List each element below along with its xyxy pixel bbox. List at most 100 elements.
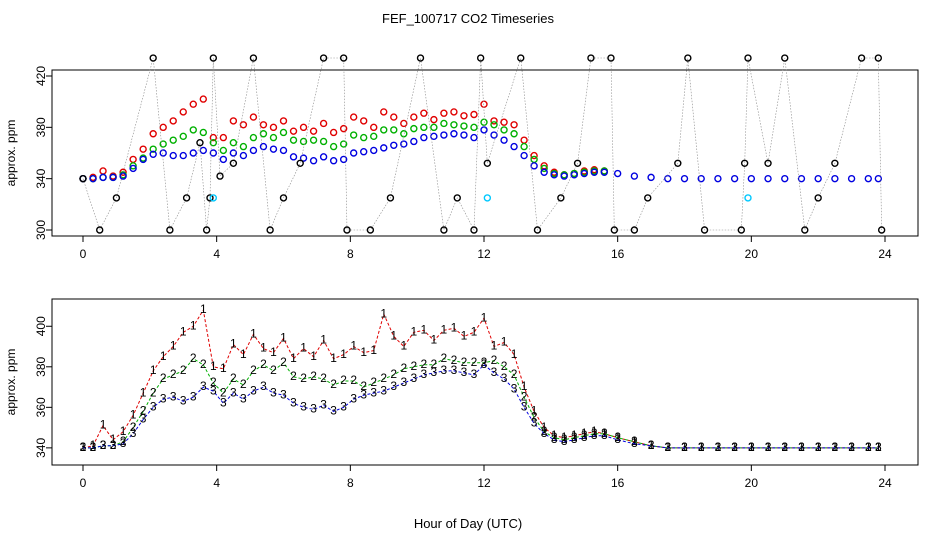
data-point-label: 3 <box>832 440 839 454</box>
data-point-label: 1 <box>715 440 722 454</box>
data-point <box>470 226 478 234</box>
data-point <box>600 168 608 176</box>
data-point <box>590 168 598 176</box>
data-point-label: 1 <box>180 325 187 339</box>
data-point-label: 1 <box>551 428 558 442</box>
data-point <box>209 139 218 147</box>
data-point <box>644 194 652 202</box>
data-point <box>149 130 157 138</box>
data-point-label: 3 <box>765 440 772 454</box>
data-point <box>400 119 408 128</box>
data-point-label: 1 <box>200 302 207 316</box>
data-point <box>349 149 358 157</box>
data-point-label: 1 <box>591 424 598 438</box>
data-point-label: 1 <box>421 322 428 336</box>
series-ref <box>79 54 886 234</box>
data-point <box>269 123 278 132</box>
data-point-label: 2 <box>180 363 187 377</box>
data-point <box>483 159 492 167</box>
x-tick-label: 24 <box>878 247 892 261</box>
data-point-label: 2 <box>160 371 167 385</box>
data-point-label: 2 <box>280 355 287 369</box>
data-point <box>239 142 248 151</box>
y-tick-label: 380 <box>34 356 48 376</box>
data-point-label: 1 <box>130 408 137 422</box>
data-point <box>329 156 338 165</box>
y-tick-label: 340 <box>34 168 48 188</box>
data-point <box>166 226 174 234</box>
data-point <box>450 108 458 116</box>
data-point <box>329 142 338 151</box>
data-point <box>630 226 639 234</box>
x-tick-label: 12 <box>477 247 491 261</box>
data-point-label: 1 <box>431 333 438 347</box>
data-point <box>530 155 538 164</box>
data-point <box>269 133 278 142</box>
data-point-label: 3 <box>130 426 137 440</box>
y-tick-label: 400 <box>34 316 48 336</box>
data-point-label: 2 <box>390 367 397 381</box>
data-point-label: 3 <box>614 432 621 446</box>
series-line <box>83 364 879 449</box>
data-point-label: 3 <box>250 383 257 397</box>
data-point <box>179 151 187 160</box>
data-point-label: 1 <box>798 440 805 454</box>
data-point <box>410 124 418 133</box>
data-point-label: 2 <box>501 359 508 373</box>
data-point-label: 2 <box>421 357 428 371</box>
data-point-label: 3 <box>431 365 438 379</box>
data-point-label: 1 <box>471 325 478 339</box>
data-point <box>847 174 856 183</box>
data-point-label: 3 <box>240 391 247 405</box>
data-point-label: 2 <box>431 357 438 371</box>
data-point-label: 1 <box>290 351 297 365</box>
data-point <box>309 156 318 165</box>
data-point <box>179 108 187 116</box>
data-point-label: 3 <box>571 432 578 446</box>
data-point-label: 2 <box>815 440 822 454</box>
data-point <box>697 174 705 183</box>
data-point-label: 3 <box>390 379 397 393</box>
data-point <box>96 226 104 234</box>
data-point-label: 2 <box>170 367 177 381</box>
data-point-label: 2 <box>798 440 805 454</box>
data-point <box>510 121 518 129</box>
series-cal <box>209 194 752 202</box>
data-point-label: 2 <box>731 440 738 454</box>
data-point <box>343 226 351 234</box>
data-point <box>814 174 822 183</box>
data-point-label: 2 <box>120 434 127 448</box>
data-point-label: 2 <box>441 351 448 365</box>
data-point-label: 1 <box>698 440 705 454</box>
data-point-label: 3 <box>561 434 568 448</box>
data-point-label: 2 <box>748 440 755 454</box>
data-point-label: 2 <box>190 351 197 365</box>
data-point <box>510 142 518 151</box>
data-point-label: 3 <box>140 412 147 426</box>
data-point <box>206 194 214 202</box>
data-point <box>490 131 498 139</box>
data-point <box>740 159 749 167</box>
data-point <box>420 109 428 117</box>
data-point-label: 3 <box>441 363 448 377</box>
data-point-label: 1 <box>230 337 237 351</box>
data-point <box>380 126 388 134</box>
data-point <box>430 115 438 124</box>
data-point-label: 1 <box>370 343 377 357</box>
data-point-label: 3 <box>270 385 277 399</box>
data-point <box>480 100 488 108</box>
series-3 <box>79 126 883 183</box>
data-point-label: 3 <box>715 440 722 454</box>
data-point <box>764 174 772 183</box>
data-point-label: 1 <box>380 306 387 320</box>
data-point-label: 3 <box>190 389 197 403</box>
data-point <box>296 159 304 167</box>
y-axis-label: approx. ppm <box>4 349 18 416</box>
data-point-label: 2 <box>681 440 688 454</box>
data-point <box>520 151 528 160</box>
data-point <box>573 159 582 167</box>
data-point <box>684 54 692 62</box>
data-point-label: 1 <box>631 434 638 448</box>
data-point <box>189 126 197 134</box>
data-point <box>119 172 127 180</box>
